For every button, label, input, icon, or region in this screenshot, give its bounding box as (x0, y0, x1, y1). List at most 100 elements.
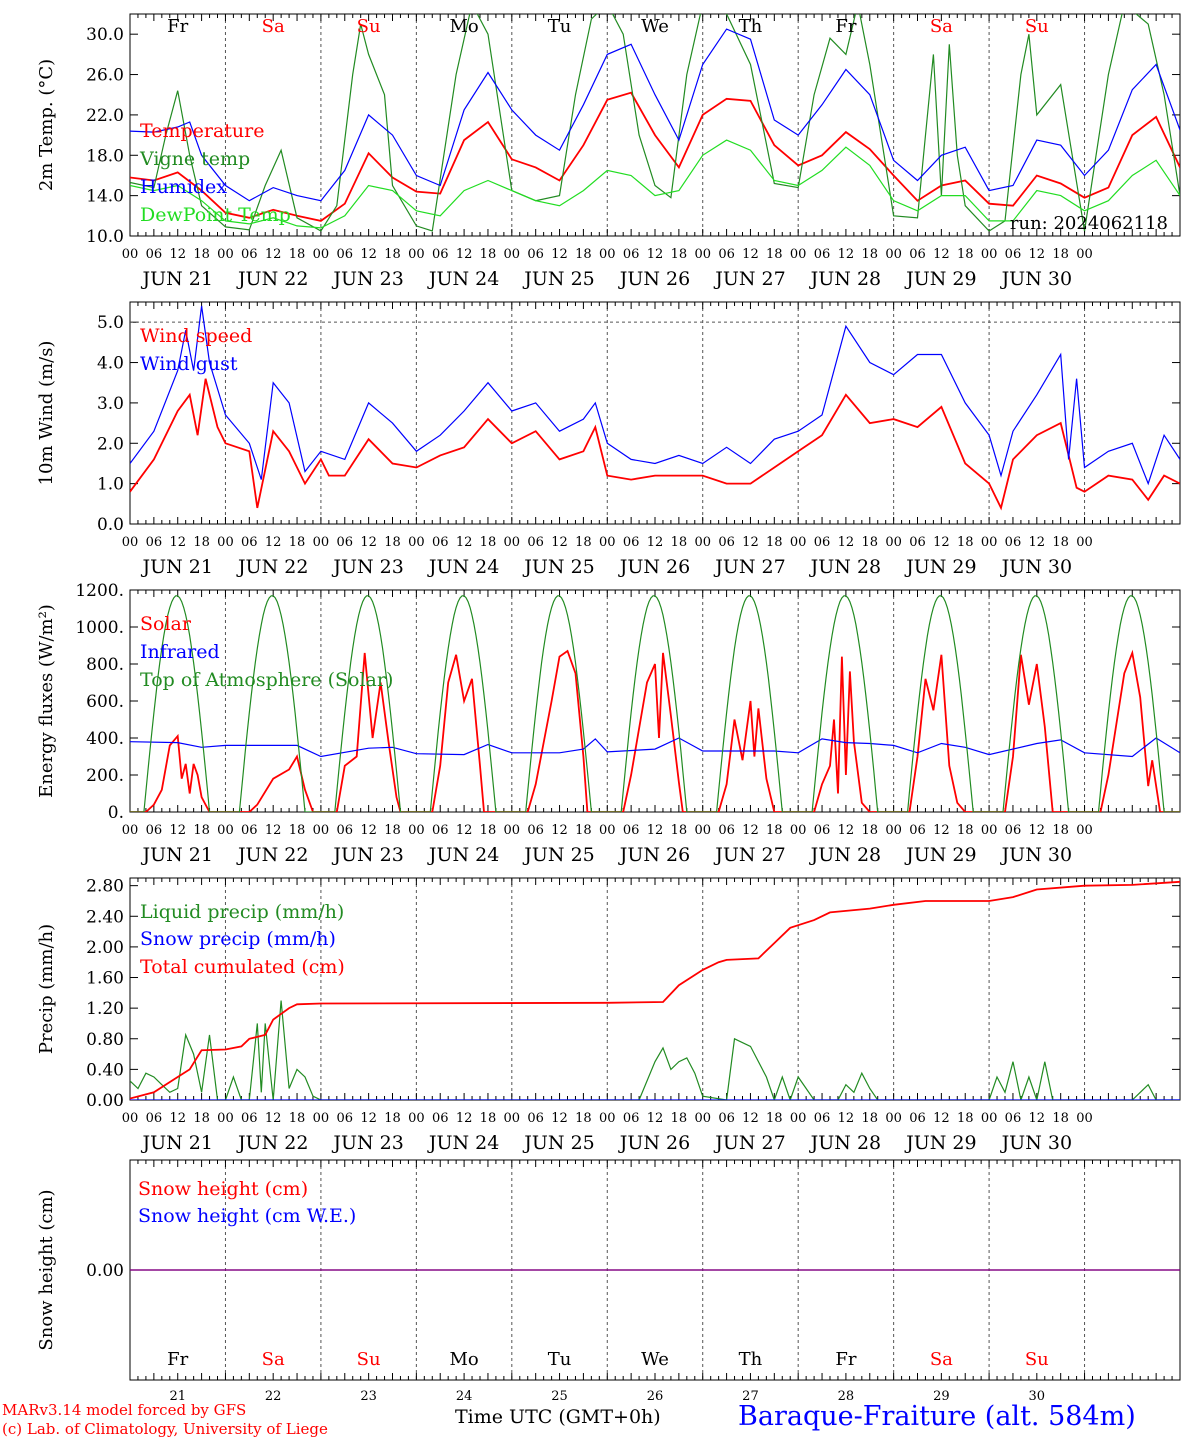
hour-tick-label: 00 (408, 247, 425, 262)
date-label: JUN 21 (140, 556, 212, 578)
hour-tick-label: 00 (217, 823, 234, 838)
hour-tick-label: 00 (313, 1111, 330, 1126)
hour-tick-label: 00 (1076, 823, 1093, 838)
model-credit: MARv3.14 model forced by GFS (2, 1401, 247, 1419)
date-label: JUN 29 (904, 556, 976, 578)
date-label: JUN 28 (809, 1132, 881, 1154)
hour-tick-label: 12 (742, 247, 759, 262)
y-tick-label: 5.0 (97, 313, 124, 333)
day-number-label: 22 (265, 1389, 282, 1404)
y-tick-label: 18.0 (86, 146, 124, 166)
legend-entry: Vigne temp (139, 148, 250, 170)
hour-tick-label: 12 (742, 823, 759, 838)
hour-tick-label: 18 (861, 247, 878, 262)
date-label: JUN 29 (904, 268, 976, 290)
hour-tick-label: 06 (814, 247, 831, 262)
hour-tick-label: 06 (718, 247, 735, 262)
hour-tick-label: 18 (1052, 1111, 1069, 1126)
y-axis-label: 10m Wind (m/s) (36, 341, 57, 486)
date-label: JUN 28 (809, 268, 881, 290)
hour-tick-label: 06 (336, 1111, 353, 1126)
day-number-label: 27 (742, 1389, 759, 1404)
date-label: JUN 28 (809, 556, 881, 578)
hour-tick-label: 18 (384, 535, 401, 550)
legend-entry: Snow height (cm W.E.) (138, 1205, 356, 1227)
legend-entry: DewPoint Temp (140, 204, 291, 226)
hour-tick-label: 00 (981, 1111, 998, 1126)
hour-tick-label: 06 (146, 1111, 163, 1126)
hour-tick-label: 18 (575, 535, 592, 550)
hour-tick-label: 12 (933, 823, 950, 838)
y-tick-label: 600. (86, 692, 124, 712)
hour-tick-label: 00 (504, 247, 521, 262)
hour-tick-label: 06 (718, 1111, 735, 1126)
hour-tick-label: 06 (718, 823, 735, 838)
y-tick-label: 1.60 (86, 969, 124, 989)
y-tick-label: 2.00 (86, 938, 124, 958)
hour-tick-label: 06 (432, 535, 449, 550)
hour-tick-label: 18 (671, 1111, 688, 1126)
hour-tick-label: 00 (122, 1111, 139, 1126)
hour-tick-label: 18 (480, 535, 497, 550)
hour-tick-label: 12 (1029, 535, 1046, 550)
hour-tick-label: 12 (838, 247, 855, 262)
series-line-solar (130, 649, 1180, 812)
hour-tick-label: 12 (551, 1111, 568, 1126)
date-label: JUN 28 (809, 844, 881, 866)
date-label: JUN 21 (140, 268, 212, 290)
date-label: JUN 27 (713, 268, 785, 290)
hour-tick-label: 00 (790, 535, 807, 550)
hour-tick-label: 18 (766, 247, 783, 262)
panel-frame (129, 589, 1181, 813)
date-label: JUN 23 (331, 844, 403, 866)
hour-tick-label: 18 (861, 535, 878, 550)
date-label: JUN 27 (713, 1132, 785, 1154)
y-tick-label: 26.0 (86, 66, 124, 86)
hour-tick-label: 18 (575, 1111, 592, 1126)
hour-tick-label: 00 (790, 247, 807, 262)
hour-tick-label: 12 (1029, 823, 1046, 838)
hour-tick-label: 12 (265, 247, 282, 262)
hour-tick-label: 06 (814, 535, 831, 550)
day-number-label: 24 (456, 1389, 473, 1404)
hour-tick-label: 12 (456, 1111, 473, 1126)
hour-tick-label: 00 (1076, 247, 1093, 262)
day-number-label: 25 (551, 1389, 568, 1404)
hour-tick-label: 06 (527, 823, 544, 838)
weekday-label: Su (1025, 16, 1049, 37)
series-line-dewpoint-temp (130, 139, 1180, 229)
y-tick-label: 14.0 (86, 187, 124, 207)
hour-tick-label: 12 (456, 535, 473, 550)
hour-tick-label: 06 (241, 1111, 258, 1126)
hour-tick-label: 18 (957, 1111, 974, 1126)
hour-tick-label: 18 (480, 247, 497, 262)
date-label: JUN 29 (904, 1132, 976, 1154)
hour-tick-label: 00 (599, 535, 616, 550)
hour-tick-label: 06 (623, 823, 640, 838)
hour-tick-label: 12 (551, 823, 568, 838)
hour-tick-label: 00 (313, 823, 330, 838)
date-label: JUN 21 (140, 1132, 212, 1154)
hour-tick-label: 12 (169, 823, 186, 838)
hour-tick-label: 00 (408, 535, 425, 550)
hour-tick-label: 06 (336, 823, 353, 838)
y-tick-label: 200. (86, 766, 124, 786)
hour-tick-label: 12 (742, 1111, 759, 1126)
date-label: JUN 30 (1000, 268, 1072, 290)
hour-tick-label: 12 (647, 535, 664, 550)
panel-frame (129, 301, 1181, 525)
date-label: JUN 25 (522, 844, 594, 866)
hour-tick-label: 00 (790, 1111, 807, 1126)
hour-tick-label: 18 (1052, 823, 1069, 838)
hour-tick-label: 06 (146, 247, 163, 262)
hour-tick-label: 12 (647, 247, 664, 262)
hour-tick-label: 18 (384, 1111, 401, 1126)
date-label: JUN 23 (331, 556, 403, 578)
hour-tick-label: 12 (933, 535, 950, 550)
weekday-label: Su (1025, 1349, 1049, 1370)
hour-tick-label: 06 (623, 247, 640, 262)
hour-tick-label: 06 (909, 247, 926, 262)
lab-credit: (c) Lab. of Climatology, University of L… (2, 1420, 328, 1438)
hour-tick-label: 12 (169, 535, 186, 550)
station-title: Baraque-Fraiture (alt. 584m) (738, 1401, 1136, 1432)
